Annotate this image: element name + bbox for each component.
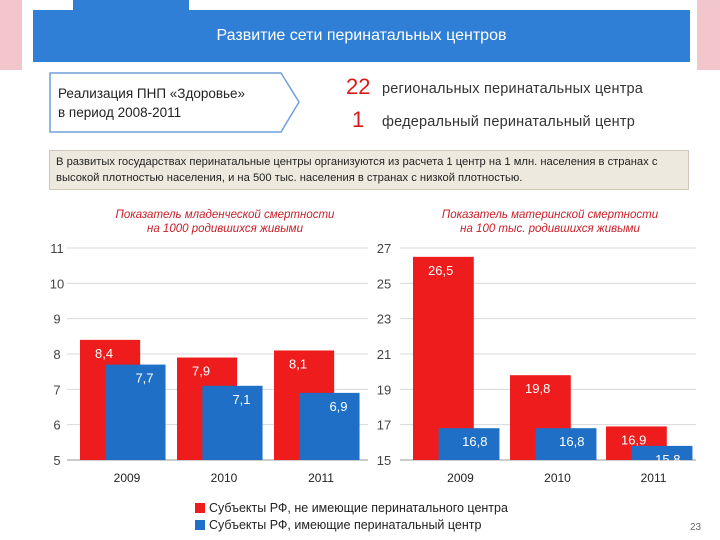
infant-chart-title-line-2: на 1000 родившихся живыми bbox=[147, 223, 303, 235]
maternal-x-tick-label: 2010 bbox=[544, 471, 571, 485]
infant-y-tick-label: 9 bbox=[53, 312, 60, 327]
maternal-data-label: 16,8 bbox=[462, 434, 487, 449]
infant-x-tick-label: 2010 bbox=[211, 471, 238, 485]
infant-y-tick-label: 10 bbox=[50, 276, 64, 291]
legend-swatch-blue bbox=[195, 520, 205, 530]
top-stripe bbox=[0, 0, 720, 6]
infant-x-tick-label: 2011 bbox=[308, 471, 334, 485]
stat-number-federal: 1 bbox=[352, 107, 365, 132]
maternal-data-label: 16,8 bbox=[559, 434, 584, 449]
callout-line-1: Реализация ПНП «Здоровье» bbox=[58, 86, 246, 101]
callout-line-2: в период 2008-2011 bbox=[58, 105, 182, 120]
infant-data-label: 7,9 bbox=[192, 364, 210, 379]
infant-y-tick-label: 5 bbox=[53, 453, 60, 468]
legend-label-red: Субъекты РФ, не имеющие перинатального ц… bbox=[209, 501, 508, 515]
callout-shape bbox=[49, 72, 300, 133]
infant-data-label: 7,7 bbox=[135, 371, 153, 386]
maternal-chart-title-line-2: на 100 тыс. родившихся живыми bbox=[460, 223, 640, 235]
note-box: В развитых государствах перинатальные це… bbox=[49, 150, 689, 190]
legend-item-blue: Субъекты РФ, имеющие перинатальный центр bbox=[195, 518, 481, 532]
maternal-y-tick-label: 15 bbox=[377, 453, 391, 468]
maternal-bar-red-2009 bbox=[413, 256, 474, 460]
maternal-data-label: 16,9 bbox=[621, 432, 646, 447]
infant-bar-blue-2009 bbox=[105, 364, 166, 460]
infant-data-label: 7,1 bbox=[232, 392, 250, 407]
legend-item-red: Субъекты РФ, не имеющие перинатального ц… bbox=[195, 501, 508, 515]
maternal-x-tick-label: 2009 bbox=[447, 471, 474, 485]
infant-data-label: 8,4 bbox=[95, 346, 113, 361]
maternal-data-label: 15,8 bbox=[655, 452, 680, 467]
infant-data-label: 6,9 bbox=[329, 399, 347, 414]
maternal-y-tick-label: 17 bbox=[377, 418, 391, 433]
infant-data-label: 8,1 bbox=[289, 356, 307, 371]
page-number: 23 bbox=[690, 522, 702, 533]
decorative-stripe-left bbox=[0, 0, 22, 70]
decorative-stripe-right bbox=[697, 0, 720, 70]
stat-text-regional: региональных перинатальных центра bbox=[382, 81, 644, 97]
maternal-data-label: 26,5 bbox=[428, 263, 453, 278]
infant-y-tick-label: 6 bbox=[53, 418, 60, 433]
infant-chart-title: Показатель младенческой смертности на 10… bbox=[70, 208, 380, 236]
maternal-bar-blue-2009 bbox=[438, 428, 500, 460]
callout-text: Реализация ПНП «Здоровье» в период 2008-… bbox=[58, 84, 298, 122]
slide-title-bar: Развитие сети перинатальных центров bbox=[33, 10, 690, 62]
note-text: В развитых государствах перинатальные це… bbox=[56, 156, 658, 184]
infant-chart-title-line-1: Показатель младенческой смертности bbox=[115, 209, 335, 221]
maternal-y-tick-label: 19 bbox=[377, 382, 391, 397]
infant-bar-blue-2010 bbox=[202, 385, 263, 460]
maternal-bar-blue-2011 bbox=[631, 445, 693, 460]
maternal-data-label: 19,8 bbox=[525, 381, 550, 396]
legend-swatch-red bbox=[195, 503, 205, 513]
maternal-bar-blue-2010 bbox=[535, 428, 597, 460]
maternal-chart-title-line-1: Показатель материнской смертности bbox=[441, 209, 659, 221]
legend-label-blue: Субъекты РФ, имеющие перинатальный центр bbox=[209, 518, 482, 532]
maternal-y-tick-label: 27 bbox=[377, 241, 391, 256]
infant-y-tick-label: 11 bbox=[50, 241, 64, 256]
maternal-chart-title: Показатель материнской смертности на 100… bbox=[400, 208, 700, 236]
infant-y-tick-label: 8 bbox=[53, 347, 60, 362]
maternal-y-tick-label: 21 bbox=[377, 347, 391, 362]
infant-y-tick-label: 7 bbox=[53, 382, 60, 397]
title-notch bbox=[73, 0, 189, 10]
infant-bar-blue-2011 bbox=[299, 392, 360, 460]
maternal-y-tick-label: 23 bbox=[377, 312, 391, 327]
stat-text-federal: федеральный перинатальный центр bbox=[382, 114, 635, 130]
stat-number-regional: 22 bbox=[346, 74, 371, 99]
maternal-x-tick-label: 2011 bbox=[641, 471, 667, 485]
maternal-y-tick-label: 25 bbox=[377, 276, 391, 291]
slide-title: Развитие сети перинатальных центров bbox=[216, 27, 507, 44]
infant-x-tick-label: 2009 bbox=[114, 471, 141, 485]
